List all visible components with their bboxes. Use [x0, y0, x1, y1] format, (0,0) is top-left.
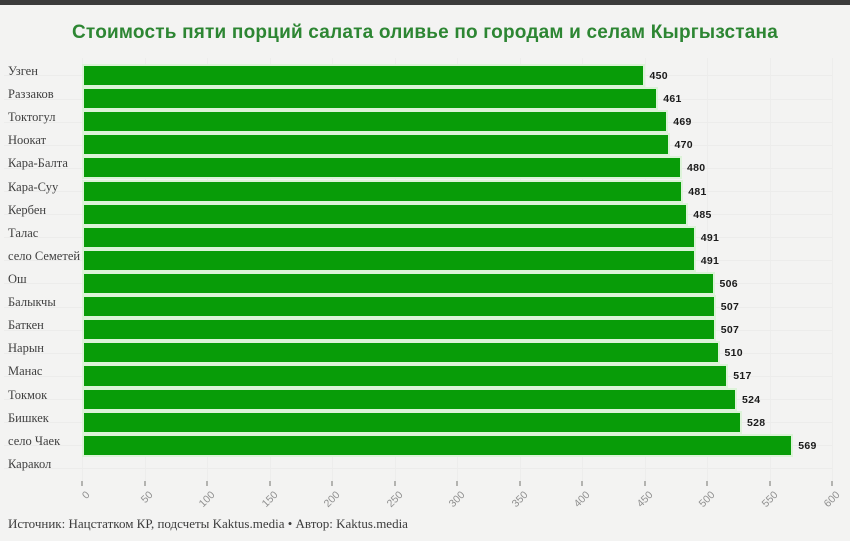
bar-value-label: 450 — [649, 69, 668, 82]
bar — [82, 410, 742, 434]
x-tick-label: 600 — [821, 489, 843, 510]
bar — [82, 433, 794, 457]
bar — [82, 248, 696, 272]
category-label: Балыкчы — [8, 295, 56, 310]
category-label: Кербен — [8, 202, 47, 217]
bar — [82, 87, 659, 111]
x-tick-label: 300 — [446, 489, 468, 510]
bar-value-label: 480 — [687, 162, 706, 175]
bar-value-label: 470 — [674, 139, 693, 152]
category-label: Ноокат — [8, 133, 47, 148]
top-strip — [0, 0, 850, 5]
bar-value-label: 469 — [673, 116, 692, 129]
bar-value-label: 485 — [693, 208, 712, 221]
bar-value-label: 491 — [700, 231, 720, 244]
bar-value-label: 507 — [720, 301, 740, 314]
plot-area: 0 50 100 150 200 250 300 350 400 450 500 550 600 Узге… — [4, 58, 843, 510]
x-tick-label: 550 — [759, 489, 780, 510]
x-tick-mark — [768, 481, 771, 486]
bar-value-label: 461 — [663, 93, 682, 106]
bar — [82, 295, 716, 319]
bar-value-label: 517 — [733, 370, 752, 383]
category-label: Бишкек — [8, 410, 49, 425]
bar — [82, 110, 669, 134]
x-tick-mark — [206, 481, 208, 486]
x-tick-mark — [331, 481, 333, 486]
x-tick-mark — [706, 481, 708, 486]
bar-value-label: 507 — [720, 324, 740, 337]
category-label: Ош — [8, 271, 27, 286]
category-label: Талас — [8, 225, 39, 240]
bar — [82, 318, 716, 342]
x-gridline — [707, 58, 708, 481]
category-label: село Чаек — [8, 433, 61, 448]
x-tick-mark — [456, 481, 458, 486]
x-tick-mark — [393, 481, 396, 486]
category-label: Манас — [8, 364, 43, 379]
category-label: село Семетей — [8, 248, 81, 263]
bar-value-label: 528 — [747, 416, 766, 429]
bar — [82, 133, 670, 157]
bar-value-label: 506 — [719, 277, 738, 290]
category-label: Раззаков — [8, 87, 54, 102]
bar — [82, 179, 684, 203]
x-tick-mark — [581, 481, 583, 486]
x-tick-label: 400 — [571, 489, 593, 510]
bar — [82, 156, 682, 180]
bar — [82, 271, 715, 296]
x-tick-label: 500 — [696, 489, 718, 510]
x-tick-mark — [268, 481, 271, 486]
x-tick-mark — [518, 481, 521, 486]
bar — [82, 202, 689, 226]
x-tick-mark — [831, 481, 833, 486]
x-gridline — [832, 58, 833, 481]
category-label: Узген — [8, 63, 38, 78]
category-label: Каракол — [8, 456, 52, 471]
category-label: Токмок — [8, 387, 48, 402]
category-label: Нарын — [8, 341, 44, 356]
bar — [82, 364, 729, 388]
row-gridline — [4, 468, 832, 470]
x-tick-label: 350 — [509, 489, 530, 510]
bar-value-label: 481 — [688, 185, 707, 198]
bar-value-label: 510 — [724, 347, 743, 360]
bar — [82, 225, 696, 249]
category-label: Кара-Суу — [8, 179, 59, 194]
category-label: Токтогул — [8, 110, 56, 125]
x-tick-label: 450 — [634, 489, 655, 510]
chart-title: Стоимость пяти порций салата оливье по г… — [72, 22, 778, 43]
bar-value-label: 491 — [700, 254, 720, 267]
category-label: Баткен — [8, 318, 44, 333]
category-label: Кара-Балта — [8, 156, 68, 171]
bar — [82, 341, 720, 365]
bar-value-label: 524 — [742, 393, 761, 406]
x-tick-mark — [143, 481, 146, 486]
bar — [82, 387, 737, 411]
bar-value-label: 569 — [798, 439, 817, 452]
x-tick-mark — [643, 481, 646, 486]
bar — [82, 63, 645, 87]
x-gridline — [769, 58, 771, 481]
x-tick-mark — [81, 481, 83, 486]
source-credit: Источник: Нацстатком КР, подсчеты Kaktus… — [8, 516, 408, 531]
